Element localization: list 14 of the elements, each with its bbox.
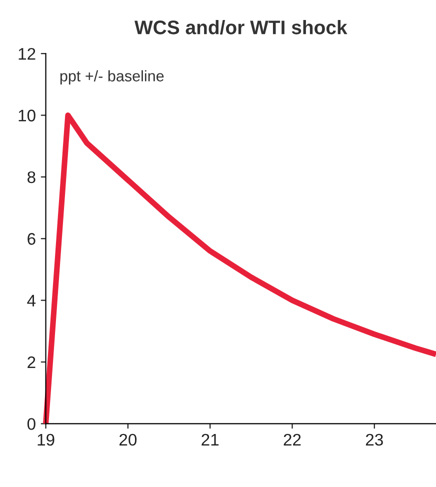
x-tick-label: 19 — [38, 434, 54, 446]
y-tick-label: 4 — [27, 294, 36, 306]
y-tick-label: 0 — [27, 418, 36, 430]
y-tick-label: 8 — [28, 171, 36, 184]
x-tick-label: 22 — [284, 434, 301, 446]
y-tick-label: 6 — [28, 233, 36, 245]
y-tick-label: 2 — [28, 356, 36, 368]
x-tick-label: 20 — [120, 434, 137, 446]
annotation: ppt +/- baseline — [60, 70, 164, 84]
x-tick-label: 21 — [202, 434, 219, 446]
x-tick-label: 23 — [366, 434, 383, 446]
y-tick-label: 10 — [18, 110, 36, 122]
chart-title: WCS and/or WTI shock — [134, 20, 348, 35]
y-tick-label: 12 — [18, 48, 36, 60]
